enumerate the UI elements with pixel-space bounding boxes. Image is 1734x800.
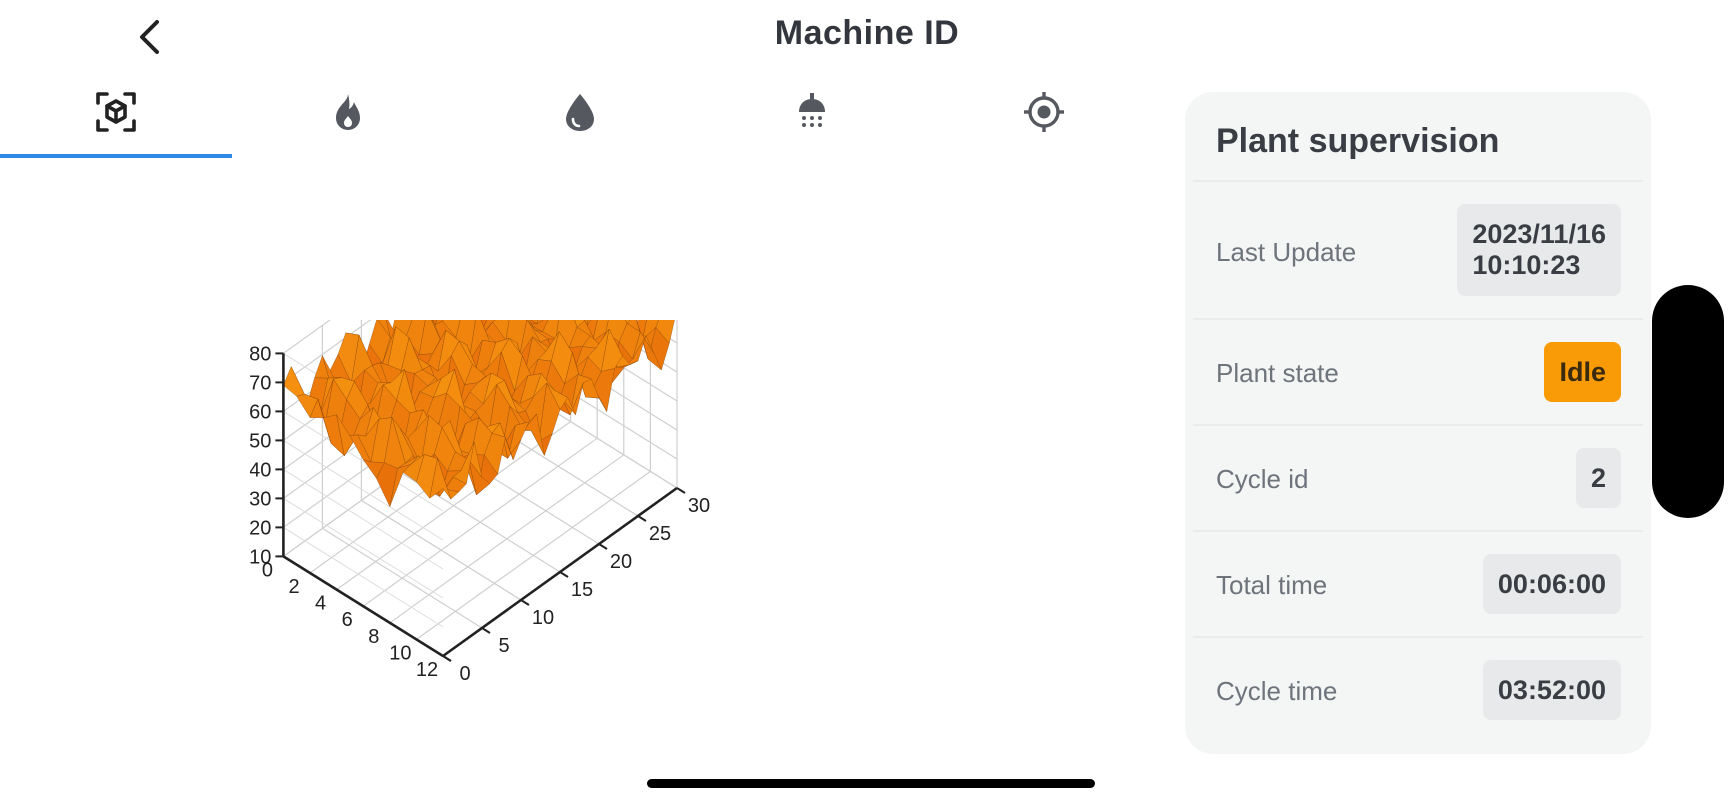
page-title: Machine ID bbox=[774, 14, 960, 52]
total-time-label: Total time bbox=[1216, 570, 1328, 600]
y-tick bbox=[282, 555, 292, 563]
row-cycle-time: Cycle time 03:52:00 bbox=[1193, 636, 1643, 742]
tab-3d-view[interactable] bbox=[0, 80, 232, 158]
x-tick bbox=[676, 487, 686, 494]
x-tick-label: 25 bbox=[649, 523, 671, 545]
last-update-time: 10:10:23 bbox=[1472, 250, 1581, 280]
z-tick-label: 80 bbox=[250, 343, 271, 365]
back-button[interactable] bbox=[130, 16, 174, 60]
y-tick-label: 0 bbox=[262, 559, 273, 581]
back-wall-grid-line bbox=[283, 320, 331, 354]
cycle-time-label: Cycle time bbox=[1216, 676, 1338, 706]
x-tick-label: 5 bbox=[498, 635, 509, 657]
surface-patch bbox=[586, 320, 592, 326]
x-tick-label: 15 bbox=[571, 579, 593, 601]
left-wall-grid-line bbox=[283, 526, 444, 628]
surface-patch bbox=[429, 457, 452, 500]
row-total-time: Total time 00:06:00 bbox=[1193, 530, 1643, 636]
z-tick-label: 50 bbox=[250, 430, 271, 452]
y-tick-label: 12 bbox=[416, 659, 438, 681]
plant-state-badge: Idle bbox=[1544, 342, 1621, 402]
left-wall-grid-line bbox=[283, 410, 444, 512]
left-wall-grid-line bbox=[283, 468, 444, 570]
last-update-label: Last Update bbox=[1216, 237, 1357, 267]
back-wall-grid-line bbox=[283, 320, 372, 383]
x-tick-label: 20 bbox=[610, 551, 632, 573]
floor-grid-line bbox=[336, 421, 571, 591]
target-icon bbox=[1024, 92, 1064, 132]
plant-supervision-panel: Plant supervision Last Update 2023/11/16… bbox=[1185, 92, 1651, 754]
chevron-left-icon bbox=[140, 20, 159, 54]
floor-grid-line bbox=[362, 437, 598, 607]
x-tick bbox=[442, 655, 452, 662]
y-tick-label: 8 bbox=[368, 626, 379, 648]
cycle-time-value: 03:52:00 bbox=[1482, 660, 1621, 720]
y-tick bbox=[309, 572, 319, 579]
row-last-update: Last Update 2023/11/16 10:10:23 bbox=[1193, 180, 1643, 318]
tab-humidity[interactable] bbox=[464, 80, 696, 158]
y-tick bbox=[362, 605, 372, 613]
y-tick-label: 10 bbox=[389, 642, 411, 664]
cycle-id-value: 2 bbox=[1575, 448, 1621, 508]
x-tick bbox=[598, 543, 608, 550]
panel-title: Plant supervision bbox=[1216, 122, 1500, 160]
y-tick bbox=[415, 638, 425, 646]
z-tick-label: 20 bbox=[250, 517, 271, 539]
shower-head-icon bbox=[799, 93, 825, 127]
tab-temperature[interactable] bbox=[232, 80, 464, 158]
flame-icon bbox=[336, 94, 360, 130]
plant-state-label: Plant state bbox=[1216, 358, 1339, 388]
z-tick-label: 70 bbox=[250, 372, 271, 394]
active-tab-indicator bbox=[0, 154, 232, 158]
row-plant-state: Plant state Idle bbox=[1193, 318, 1643, 424]
x-tick-label: 0 bbox=[459, 663, 470, 685]
x-tick bbox=[481, 627, 491, 634]
y-tick-label: 4 bbox=[315, 593, 326, 615]
y-tick-label: 6 bbox=[342, 609, 353, 631]
y-tick-label: 2 bbox=[288, 576, 299, 598]
tab-irrigation[interactable] bbox=[696, 80, 928, 158]
x-tick bbox=[637, 515, 647, 522]
x-tick bbox=[520, 599, 530, 606]
floor-grid-line bbox=[416, 470, 651, 640]
tab-bar bbox=[0, 80, 1160, 158]
y-tick bbox=[336, 588, 346, 596]
y-tick bbox=[389, 621, 399, 629]
x-tick bbox=[559, 571, 569, 578]
cycle-id-label: Cycle id bbox=[1216, 464, 1309, 494]
last-update-value: 2023/11/16 10:10:23 bbox=[1457, 204, 1621, 296]
surface-patch bbox=[283, 365, 305, 397]
z-tick-label: 10 bbox=[250, 546, 271, 568]
x-tick-label: 10 bbox=[532, 607, 554, 629]
tab-position[interactable] bbox=[928, 80, 1160, 158]
row-cycle-id: Cycle id 2 bbox=[1193, 424, 1643, 530]
z-tick-label: 60 bbox=[250, 401, 271, 423]
cube-scan-icon bbox=[96, 92, 136, 132]
last-update-date: 2023/11/16 bbox=[1472, 219, 1606, 249]
x-tick-label: 30 bbox=[688, 495, 710, 517]
side-handle[interactable] bbox=[1652, 285, 1724, 518]
z-tick-label: 40 bbox=[250, 459, 271, 481]
home-indicator[interactable] bbox=[647, 779, 1095, 788]
top-bar: Machine ID bbox=[0, 0, 1734, 70]
left-wall-grid-line bbox=[283, 497, 444, 599]
left-wall-grid-line bbox=[283, 439, 444, 541]
water-drop-icon bbox=[566, 94, 594, 131]
total-time-value: 00:06:00 bbox=[1482, 554, 1621, 614]
z-tick-label: 30 bbox=[250, 488, 271, 510]
floor-grid-line bbox=[389, 454, 625, 624]
